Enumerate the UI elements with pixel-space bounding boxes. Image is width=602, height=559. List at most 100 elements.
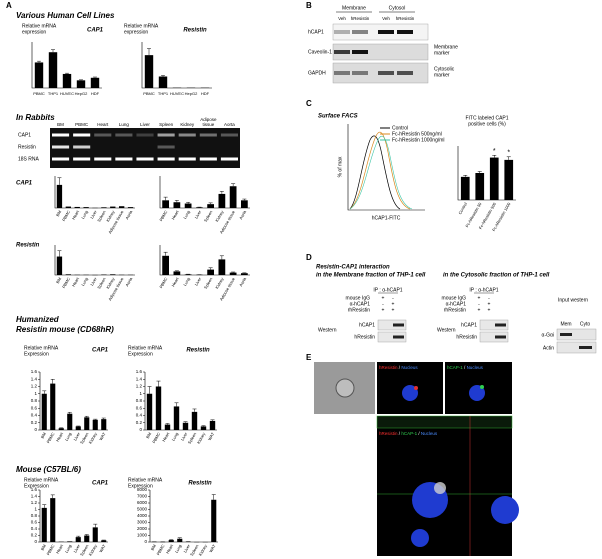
axis-label: Expression xyxy=(128,483,153,489)
y-tick-label: 0.2 xyxy=(31,420,38,425)
band xyxy=(178,133,196,137)
signal xyxy=(434,482,446,494)
bar xyxy=(119,206,125,208)
x-tick-label: WAT xyxy=(207,431,216,441)
y-tick-label: 6000 xyxy=(137,500,148,505)
band xyxy=(393,323,404,327)
band xyxy=(579,346,592,349)
x-tick-label: Kidney xyxy=(88,544,98,557)
x-tick-label: Lung xyxy=(64,544,73,554)
signal xyxy=(480,385,484,389)
x-tick-label: HDF xyxy=(201,91,210,96)
sign: - xyxy=(382,301,384,307)
x-tick-label: PBMC xyxy=(33,91,45,96)
sign: - xyxy=(478,301,480,307)
y-tick-label: 1 xyxy=(139,391,142,396)
band xyxy=(136,157,154,161)
error-bar xyxy=(147,386,152,394)
bar xyxy=(173,271,181,275)
x-tick-label: Liver xyxy=(193,209,202,220)
band xyxy=(560,333,572,336)
blot xyxy=(479,319,509,331)
bar xyxy=(182,422,189,430)
blot xyxy=(556,341,597,354)
band xyxy=(397,30,413,34)
row-title: CAP1 xyxy=(16,181,33,187)
error-bar xyxy=(506,156,511,160)
band xyxy=(495,335,506,339)
error-bar xyxy=(208,202,213,205)
x-tick-label: Heart xyxy=(55,543,65,555)
x-tick-label: Liver xyxy=(89,276,98,287)
y-tick-label: 0.6 xyxy=(136,405,143,410)
bar xyxy=(48,52,58,88)
blot-label: hCAP1 xyxy=(461,322,477,328)
error-bar xyxy=(231,271,236,273)
legend-label: Fc-hResistin 500ng/ml xyxy=(392,131,442,137)
bar xyxy=(65,206,71,208)
x-tick-label: Spleen xyxy=(79,432,90,445)
band xyxy=(199,133,217,137)
band xyxy=(52,157,70,161)
y-tick-label: 0 xyxy=(139,427,142,432)
error-bar xyxy=(211,494,216,500)
section-title: Humanized xyxy=(16,315,60,324)
band xyxy=(157,133,175,137)
error-bar xyxy=(163,196,168,201)
sign: + xyxy=(488,307,491,313)
x-tick-label: Lung xyxy=(171,432,180,442)
x-tick-label: Kidney xyxy=(105,210,115,223)
band xyxy=(334,71,350,75)
error-bar xyxy=(67,411,72,414)
bar xyxy=(50,383,56,430)
error-bar xyxy=(192,408,197,412)
error-bar xyxy=(76,535,81,538)
x-tick-label: Liver xyxy=(182,543,191,554)
x-tick-label: THP1 xyxy=(158,91,169,96)
tile-label: hResistin / Nucleus xyxy=(379,365,418,370)
lane-label: tissue xyxy=(202,122,214,127)
band xyxy=(378,30,394,34)
z-strip xyxy=(376,415,513,429)
error-bar xyxy=(186,201,191,204)
lane-label: Aorta xyxy=(224,122,235,127)
band xyxy=(52,133,70,137)
axis-label: hCAP1-FITC xyxy=(372,215,401,221)
bar xyxy=(184,203,192,208)
bar xyxy=(241,273,248,275)
treatment-label: α-hCAP1 xyxy=(350,301,371,307)
treatment-label: mouse IgG xyxy=(442,295,467,301)
legend-label: Control xyxy=(392,125,408,131)
x-tick-label: PBMC xyxy=(143,91,155,96)
lane-label: Adipose xyxy=(200,117,217,122)
signal xyxy=(414,386,418,390)
x-tick-label: Kidney xyxy=(214,277,224,290)
section-title: Various Human Cell Lines xyxy=(16,11,115,20)
error-bar xyxy=(147,48,151,56)
band xyxy=(73,133,91,137)
bar xyxy=(191,411,198,430)
band xyxy=(199,157,217,161)
section-title: in the Cytosolic fraction of THP-1 cell xyxy=(443,273,550,279)
chart-title: Resistin xyxy=(186,348,210,354)
error-bar xyxy=(84,534,89,536)
sign: + xyxy=(478,307,481,313)
lane-label: Veh xyxy=(382,16,390,21)
chart-title: FITC labeled CAP1 xyxy=(465,115,508,121)
tile-label: hResistin / hCAP-1 / Nucleus xyxy=(379,431,438,436)
significance: * xyxy=(507,150,510,157)
bar xyxy=(146,393,153,430)
error-bar xyxy=(174,200,179,203)
bar xyxy=(41,507,47,542)
error-bar xyxy=(42,390,47,394)
nucleus xyxy=(469,385,485,401)
error-bar xyxy=(57,250,62,257)
y-tick-label: 0 xyxy=(144,539,147,544)
y-tick-label: 8000 xyxy=(137,487,148,492)
lane-label: Mem xyxy=(560,321,571,327)
x-tick-label: HepG2 xyxy=(75,91,88,96)
x-tick-label: WAT xyxy=(208,543,217,553)
y-tick-label: 7000 xyxy=(137,494,148,499)
x-tick-label: THP1 xyxy=(48,91,59,96)
x-tick-label: PBMC xyxy=(45,543,55,556)
